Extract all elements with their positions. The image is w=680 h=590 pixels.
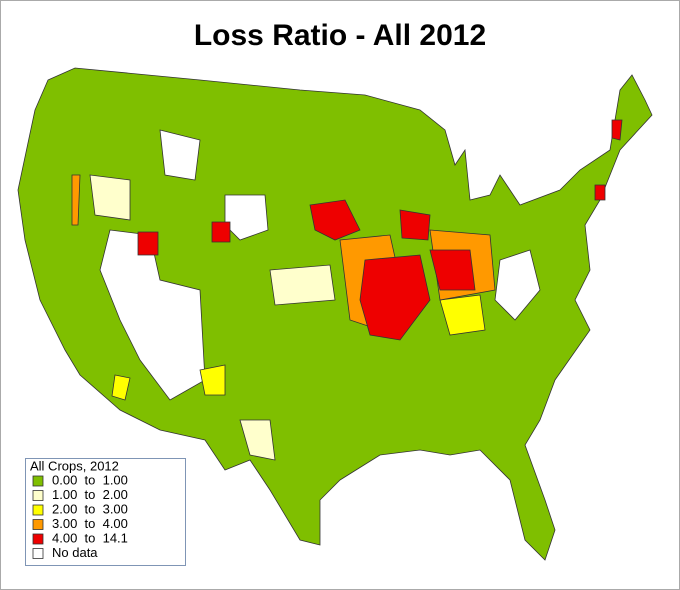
- region: [137, 231, 159, 256]
- legend-label: No data: [52, 545, 98, 560]
- region: [239, 419, 276, 461]
- legend-swatch: [32, 504, 44, 516]
- region: [359, 254, 431, 341]
- region: [199, 364, 226, 396]
- legend: All Crops, 2012 0.00 to 1.001.00 to 2.00…: [25, 458, 186, 566]
- region: [89, 174, 131, 221]
- region: [399, 209, 431, 241]
- legend-title: All Crops, 2012: [30, 458, 119, 473]
- region: [71, 174, 81, 226]
- us-outline: [17, 67, 653, 561]
- legend-swatch: [32, 475, 44, 487]
- legend-label: 0.00 to 1.00: [52, 472, 128, 487]
- legend-swatch: [32, 490, 44, 501]
- legend-label: 3.00 to 4.00: [52, 516, 128, 531]
- region: [111, 374, 131, 401]
- legend-label: 2.00 to 3.00: [52, 501, 128, 516]
- legend-label: 1.00 to 2.00: [52, 487, 128, 502]
- region: [159, 129, 201, 181]
- region: [99, 229, 206, 401]
- region: [594, 184, 606, 201]
- region: [309, 199, 361, 241]
- region: [269, 264, 336, 306]
- legend-swatch: [32, 533, 44, 545]
- region: [611, 119, 623, 141]
- legend-label: 4.00 to 14.1: [52, 530, 128, 545]
- region: [211, 221, 231, 243]
- legend-box: [25, 458, 186, 566]
- region: [429, 249, 476, 291]
- region: [494, 249, 541, 321]
- region: [439, 294, 486, 336]
- map-title: Loss Ratio - All 2012: [194, 19, 486, 52]
- us-map: [17, 67, 653, 561]
- legend-swatch: [32, 548, 44, 559]
- region: [224, 194, 269, 241]
- legend-swatch: [32, 519, 44, 530]
